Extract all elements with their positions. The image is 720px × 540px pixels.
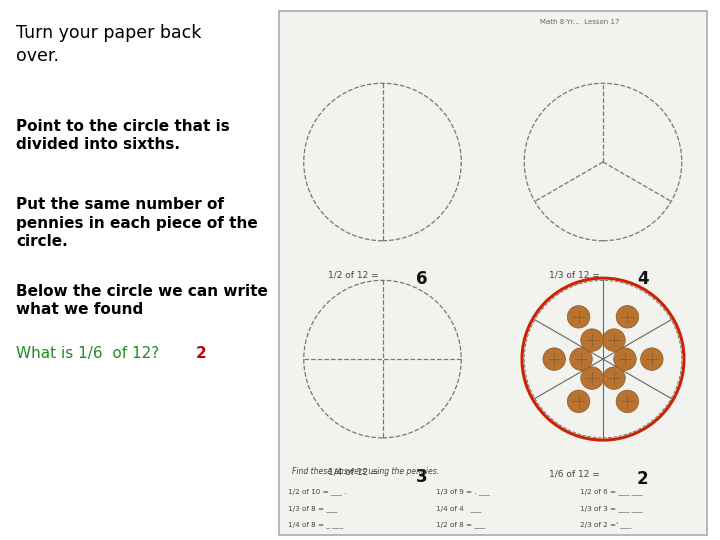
Text: 1/3 of 9 = . ___: 1/3 of 9 = . ___ — [436, 489, 490, 496]
Text: 1/6 of 12 =: 1/6 of 12 = — [549, 470, 603, 479]
Text: 2: 2 — [196, 346, 207, 361]
Text: 3: 3 — [416, 468, 428, 485]
Ellipse shape — [581, 367, 603, 389]
Text: 2/3 of 2 =' ___: 2/3 of 2 =' ___ — [580, 521, 632, 528]
Text: Find these answers using the pennies.: Find these answers using the pennies. — [292, 467, 440, 476]
Text: 1/4 of 8 = _ ___: 1/4 of 8 = _ ___ — [288, 521, 343, 528]
Text: 1/3 of 3 = ___ ___: 1/3 of 3 = ___ ___ — [580, 505, 643, 512]
Text: 6: 6 — [416, 271, 428, 288]
Text: Below the circle we can write
what we found: Below the circle we can write what we fo… — [16, 284, 268, 317]
Ellipse shape — [616, 390, 639, 413]
Text: 1/2 of 12 =: 1/2 of 12 = — [328, 271, 382, 280]
Ellipse shape — [567, 306, 590, 328]
Text: 1/2 of 6 = ___ ___: 1/2 of 6 = ___ ___ — [580, 489, 643, 496]
Ellipse shape — [603, 367, 625, 389]
Text: 1/3 of 12 =: 1/3 of 12 = — [549, 271, 603, 280]
Text: 2: 2 — [636, 470, 649, 488]
Ellipse shape — [603, 329, 625, 352]
Text: Turn your paper back
over.: Turn your paper back over. — [16, 24, 202, 64]
Ellipse shape — [641, 348, 663, 370]
Ellipse shape — [570, 348, 593, 370]
Ellipse shape — [616, 306, 639, 328]
Text: 1/2 of 8 = ___: 1/2 of 8 = ___ — [436, 521, 486, 528]
Ellipse shape — [567, 390, 590, 413]
Text: 1/4 of 4   ___: 1/4 of 4 ___ — [436, 505, 482, 512]
Text: 1/2 of 10 = ___ .: 1/2 of 10 = ___ . — [288, 489, 346, 496]
Ellipse shape — [613, 348, 636, 370]
Text: What is 1/6  of 12?: What is 1/6 of 12? — [16, 346, 169, 361]
Ellipse shape — [543, 348, 565, 370]
FancyBboxPatch shape — [279, 11, 706, 535]
Text: 1/4 of 12 =: 1/4 of 12 = — [328, 468, 382, 476]
Text: Math 8 Yr...  Lesson 17: Math 8 Yr... Lesson 17 — [540, 19, 619, 25]
Text: 4: 4 — [636, 271, 649, 288]
Text: Point to the circle that is
divided into sixths.: Point to the circle that is divided into… — [16, 119, 230, 152]
Ellipse shape — [581, 329, 603, 352]
Text: Put the same number of
pennies in each piece of the
circle.: Put the same number of pennies in each p… — [16, 197, 258, 249]
Text: 1/3 of 8 = ___: 1/3 of 8 = ___ — [288, 505, 337, 512]
